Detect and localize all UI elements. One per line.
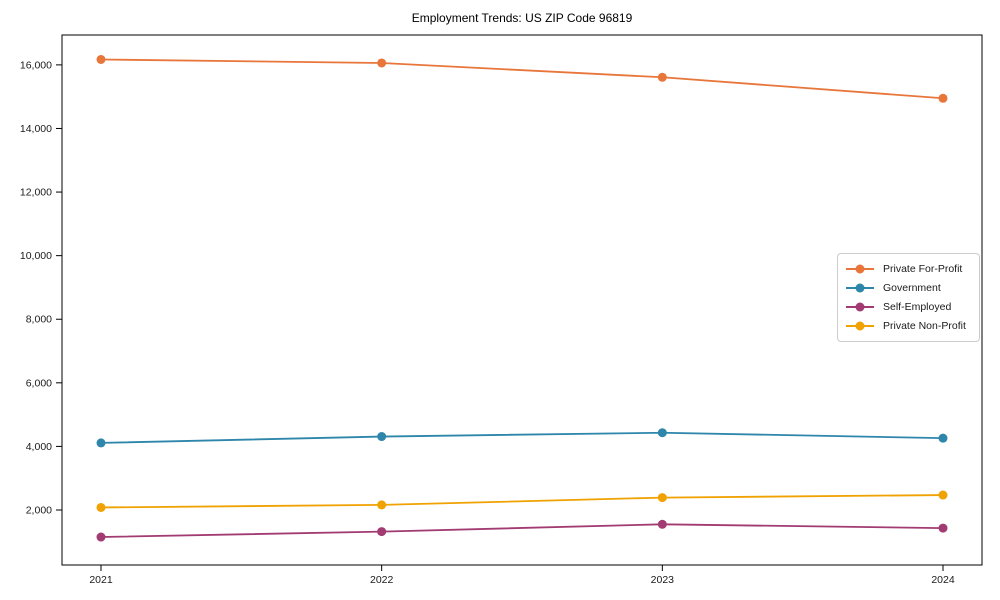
data-point [96,54,106,64]
line-marker-icon [846,325,874,327]
y-axis-tick-label: 6,000 [26,377,52,389]
x-axis-tick-label: 2021 [89,574,113,586]
data-point [938,93,948,103]
line-marker-icon [846,306,874,308]
data-point [96,438,106,448]
series-line-private-for-profit [100,58,944,100]
y-axis-tick-label: 12,000 [20,187,52,199]
data-point [938,523,948,533]
chart-title: Employment Trends: US ZIP Code 96819 [411,11,633,25]
data-point [377,527,387,537]
legend-entry-self-employed: Self-Employed [846,299,970,315]
series-line-private-non-profit [100,494,944,509]
data-point [938,490,948,500]
x-axis-tick-label: 2023 [651,574,675,586]
series-line-government [100,431,944,444]
x-axis-tick-label: 2024 [931,574,955,586]
data-point [938,433,948,443]
series-line-self-employed [100,523,944,538]
data-point [377,500,387,510]
y-axis-tick-label: 10,000 [20,250,52,262]
legend-label: Government [883,282,941,294]
data-point [657,428,667,438]
legend-entry-government: Government [846,280,970,296]
line-marker-icon [846,268,874,270]
legend-label: Self-Employed [883,301,952,313]
line-marker-icon [846,287,874,289]
y-axis-tick-label: 14,000 [20,123,52,135]
data-point [657,493,667,503]
data-point [657,519,667,529]
x-axis-tick-label: 2022 [370,574,394,586]
data-point [377,432,387,442]
y-axis-tick-label: 4,000 [26,441,52,453]
legend-label: Private Non-Profit [883,320,966,332]
legend-entry-private-non-profit: Private Non-Profit [846,318,970,334]
data-point [377,58,387,68]
y-axis-tick-label: 16,000 [20,59,52,71]
legend-label: Private For-Profit [883,263,963,275]
plot-frame [61,34,983,566]
legend-entry-private-for-profit: Private For-Profit [846,261,970,277]
data-point [657,72,667,82]
data-point [96,502,106,512]
y-axis-tick-label: 2,000 [26,504,52,516]
data-point [96,532,106,542]
legend: Private For-Profit Government Self-Emplo… [837,253,980,342]
y-axis-tick-label: 8,000 [26,314,52,326]
